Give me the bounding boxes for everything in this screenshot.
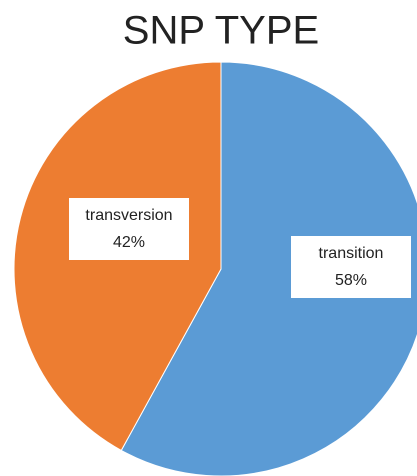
- chart-title: SNP TYPE: [123, 9, 319, 53]
- category-label: transition: [319, 245, 384, 262]
- label-box: [69, 198, 189, 260]
- category-label: transversion: [85, 207, 172, 224]
- label-box: [291, 236, 411, 298]
- value-label: 58%: [335, 272, 367, 289]
- value-label: 42%: [113, 234, 145, 251]
